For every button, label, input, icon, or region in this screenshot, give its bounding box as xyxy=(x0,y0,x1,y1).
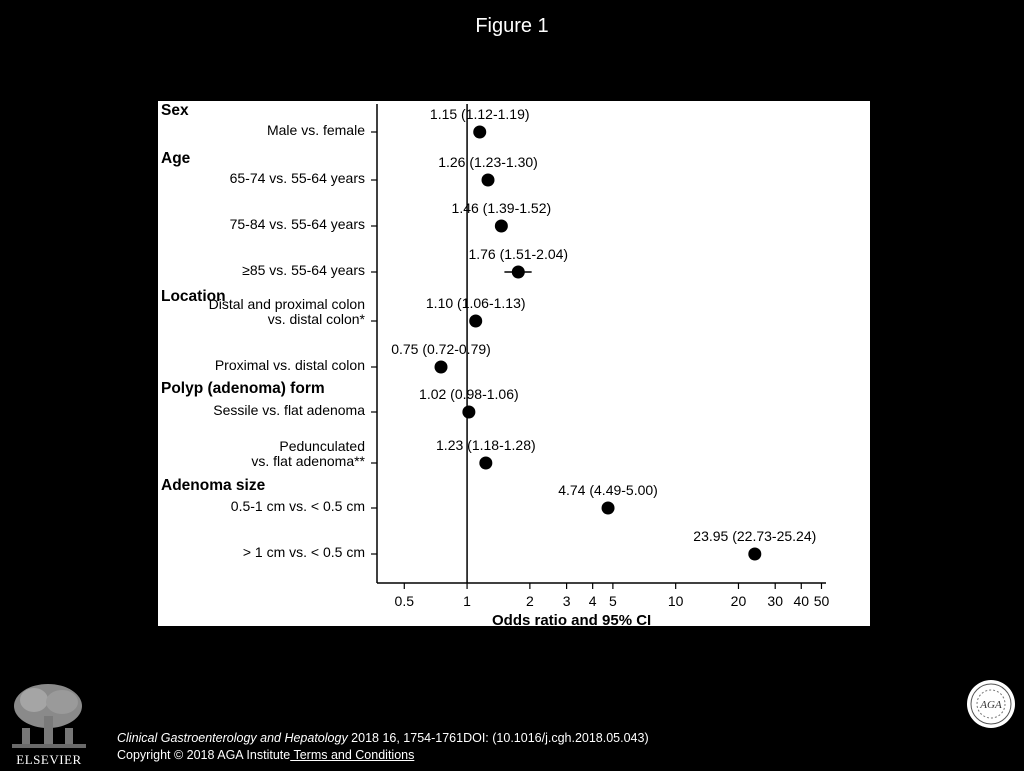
estimate-label: 1.15 (1.12-1.19) xyxy=(430,106,530,122)
x-axis-title: Odds ratio and 95% CI xyxy=(492,612,651,626)
odds-ratio-marker xyxy=(601,501,615,515)
estimate-label: 1.76 (1.51-2.04) xyxy=(468,246,568,262)
group-title: Location xyxy=(161,288,226,305)
row-label: Proximal vs. distal colon xyxy=(215,357,365,373)
row-label: Distal and proximal colon xyxy=(209,296,365,312)
forest-plot-panel: 0.5 1 2 3 4 5 10 20 30 40 50 Odds ratio and 95% CI S… xyxy=(158,101,870,626)
x-tick-label: 1 xyxy=(463,593,471,609)
row-label: ≥85 vs. 55-64 years xyxy=(242,262,365,278)
x-tick-label: 20 xyxy=(731,593,747,609)
x-tick-label: 40 xyxy=(793,593,809,609)
group-title: Sex xyxy=(161,102,189,119)
odds-ratio-marker xyxy=(462,405,476,419)
x-tick-label: 10 xyxy=(668,593,684,609)
group-title: Adenoma size xyxy=(161,477,266,494)
elsevier-logo: ELSEVIER xyxy=(10,680,88,771)
estimate-label: 1.02 (0.98-1.06) xyxy=(419,386,519,402)
odds-ratio-marker xyxy=(479,456,493,470)
x-tick-label: 0.5 xyxy=(395,593,415,609)
group-title: Polyp (adenoma) form xyxy=(161,380,325,397)
estimate-label: 23.95 (22.73-25.24) xyxy=(693,528,816,544)
row-label: 0.5-1 cm vs. < 0.5 cm xyxy=(231,498,365,514)
estimate-label: 1.46 (1.39-1.52) xyxy=(452,200,552,216)
estimate-label: 1.26 (1.23-1.30) xyxy=(438,154,538,170)
odds-ratio-marker xyxy=(748,547,762,561)
x-tick-label: 30 xyxy=(767,593,783,609)
odds-ratio-marker xyxy=(473,125,487,139)
aga-seal-icon: AGA xyxy=(967,680,1015,728)
elsevier-tree-icon: ELSEVIER xyxy=(10,680,88,767)
x-tick-label: 3 xyxy=(563,593,571,609)
x-tick-label: 50 xyxy=(814,593,830,609)
estimate-label: 0.75 (0.72-0.79) xyxy=(391,341,491,357)
x-tick-label: 4 xyxy=(589,593,597,609)
odds-ratio-marker xyxy=(511,265,525,279)
copyright-line: Copyright © 2018 AGA Institute Terms and… xyxy=(117,748,414,762)
estimate-label: 1.10 (1.06-1.13) xyxy=(426,295,526,311)
odds-ratio-marker xyxy=(481,173,495,187)
odds-ratio-marker xyxy=(494,219,508,233)
terms-and-conditions-link[interactable]: Terms and Conditions xyxy=(290,748,415,762)
figure-title: Figure 1 xyxy=(475,15,549,37)
estimate-label: 1.23 (1.18-1.28) xyxy=(436,437,536,453)
copyright-text: Copyright © 2018 AGA Institute xyxy=(117,748,291,762)
aga-institute-seal: AGA xyxy=(966,679,1016,734)
row-label: 75-84 vs. 55-64 years xyxy=(230,216,365,232)
row-label: Pedunculated xyxy=(279,438,365,454)
citation-text: Clinical Gastroenterology and Hepatology… xyxy=(117,731,649,745)
group-title: Age xyxy=(161,150,191,167)
citation-journal: Clinical Gastroenterology and Hepatology xyxy=(117,731,348,745)
forest-plot-chart: 0.5 1 2 3 4 5 10 20 30 40 50 Odds ratio and 95% CI S… xyxy=(161,102,830,626)
elsevier-wordmark: ELSEVIER xyxy=(16,752,81,766)
row-label: Sessile vs. flat adenoma xyxy=(213,402,365,418)
x-tick-label: 2 xyxy=(526,593,534,609)
row-label: vs. flat adenoma** xyxy=(251,453,365,469)
estimate-label: 4.74 (4.49-5.00) xyxy=(558,482,658,498)
row-label: Male vs. female xyxy=(267,122,365,138)
aga-seal-text: AGA xyxy=(979,699,1002,711)
x-tick-label: 5 xyxy=(609,593,617,609)
citation-details: 2018 16, 1754-1761DOI: (10.1016/j.cgh.20… xyxy=(347,731,649,745)
row-label: vs. distal colon* xyxy=(268,311,366,327)
odds-ratio-marker xyxy=(469,314,483,328)
row-label: 65-74 vs. 55-64 years xyxy=(230,170,365,186)
odds-ratio-marker xyxy=(434,360,448,374)
row-label: > 1 cm vs. < 0.5 cm xyxy=(243,544,365,560)
